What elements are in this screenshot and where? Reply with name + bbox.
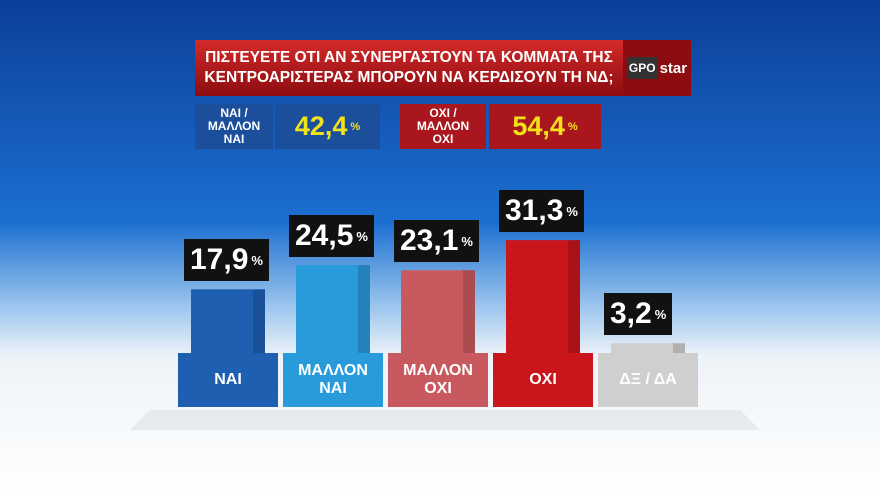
percent-sign: % [654,306,667,322]
value-number: 3,2 [610,297,652,331]
summary-value: 54,4% [489,104,601,149]
logo-text: star [659,59,688,77]
percent-sign: % [566,203,578,219]
percent-sign: % [461,233,473,249]
logo-text: GPO [626,57,658,79]
category-label: ΟΧΙ [493,353,593,407]
percent-sign: % [356,228,368,244]
summary-label: ΝΑΙ / ΜΑΛΛΟΝ ΝΑΙ [195,104,273,149]
value-label: 31,3% [499,190,584,233]
summary-number: 42,4 [294,111,348,141]
bar-shade [358,265,370,355]
title-line: ΠΙΣΤΕΥΕΤΕ ΟΤΙ ΑΝ ΣΥΝΕΡΓΑΣΤΟΥΝ ΤΑ ΚΟΜΜΑΤΑ… [205,49,613,66]
value-number: 24,5 [295,219,354,253]
category-label: ΜΑΛΛΟΝ ΝΑΙ [283,353,383,407]
platform [130,410,760,430]
percent-sign: % [567,120,578,133]
summary-value: 42,4% [275,104,380,149]
bar [296,265,370,355]
bar [506,240,580,355]
value-number: 17,9 [190,243,249,277]
title-box: ΠΙΣΤΕΥΕΤΕ ΟΤΙ ΑΝ ΣΥΝΕΡΓΑΣΤΟΥΝ ΤΑ ΚΟΜΜΑΤΑ… [195,40,623,96]
summary-number: 54,4 [512,111,565,141]
bar [401,270,475,355]
title-line: ΚΕΝΤΡΟΑΡΙΣΤΕΡΑΣ ΜΠΟΡΟΥΝ ΝΑ ΚΕΡΔΙΣΟΥΝ ΤΗ … [204,69,614,86]
summary-label: ΟΧΙ / ΜΑΛΛΟΝ ΟΧΙ [400,104,486,149]
value-label: 23,1% [394,220,479,263]
value-label: 3,2% [604,293,673,336]
category-label: ΝΑΙ [178,353,278,407]
value-number: 23,1 [400,224,459,258]
value-label: 24,5% [289,215,374,258]
bar [191,289,265,355]
percent-sign: % [251,252,263,268]
value-label: 17,9% [184,239,269,282]
bar-shade [568,240,580,355]
category-label: ΔΞ / ΔΑ [598,353,698,407]
bar [611,343,685,355]
value-number: 31,3 [505,194,564,228]
bar-shade [673,343,685,355]
bar-shade [463,270,475,355]
logo: GPO star [623,40,691,96]
bar-shade [253,289,265,355]
category-label: ΜΑΛΛΟΝ ΟΧΙ [388,353,488,407]
percent-sign: % [350,120,361,133]
